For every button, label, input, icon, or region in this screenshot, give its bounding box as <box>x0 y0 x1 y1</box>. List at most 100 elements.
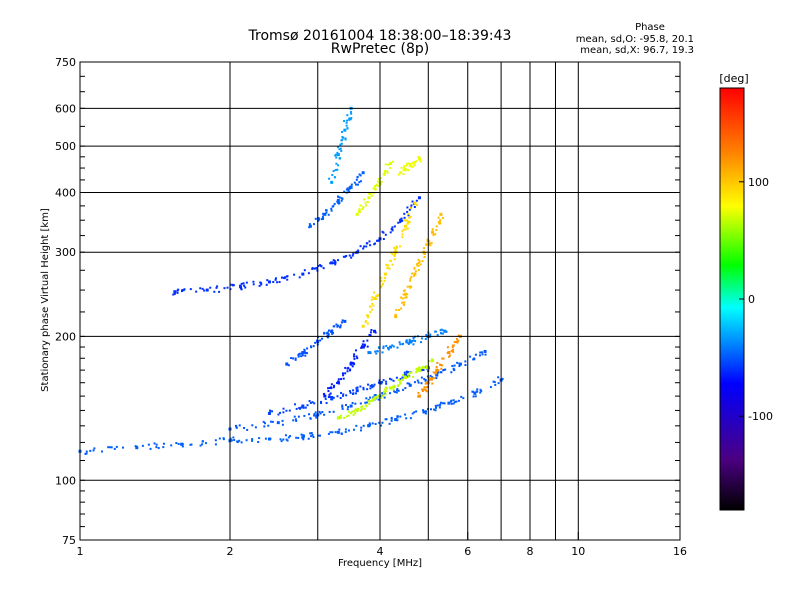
echo-point <box>367 383 370 386</box>
echo-point <box>375 295 378 298</box>
echo-point <box>501 377 504 380</box>
echo-point <box>403 167 406 170</box>
data-point <box>447 351 451 355</box>
echo-point <box>332 325 335 328</box>
echo-point <box>110 446 113 449</box>
echo-point <box>462 397 465 400</box>
data-point <box>389 386 393 390</box>
echo-point <box>183 288 186 291</box>
echo-point <box>383 170 386 173</box>
echo-point <box>323 332 326 335</box>
x-axis-label: Frequency [MHz] <box>338 558 422 569</box>
echo-point <box>396 389 399 392</box>
data-point <box>408 383 412 387</box>
echo-point <box>392 388 395 391</box>
data-point <box>373 329 377 333</box>
echo-point <box>357 210 360 213</box>
echo-point <box>373 397 376 400</box>
echo-point <box>401 376 404 379</box>
echo-point <box>251 438 254 441</box>
echo-point <box>474 353 477 356</box>
echo-point <box>418 260 421 263</box>
echo-point <box>342 374 345 377</box>
echo-point <box>274 277 277 280</box>
echo-point <box>327 334 330 337</box>
echo-point <box>341 136 344 139</box>
echo-point <box>431 382 434 385</box>
echo-point <box>377 346 380 349</box>
echo-point <box>357 407 360 410</box>
echo-point <box>406 382 409 385</box>
echo-point <box>379 183 382 186</box>
echo-point <box>395 391 398 394</box>
echo-point <box>298 407 301 410</box>
echo-point <box>245 439 248 442</box>
echo-point <box>347 406 350 409</box>
echo-point <box>195 290 198 293</box>
echo-point <box>238 424 241 427</box>
echo-point <box>300 355 303 358</box>
echo-point <box>489 386 492 389</box>
echo-point <box>391 229 394 232</box>
echo-point <box>175 441 178 444</box>
echo-point <box>423 255 426 258</box>
echo-point <box>329 395 332 398</box>
echo-point <box>353 428 356 431</box>
echo-point <box>362 247 365 250</box>
echo-point <box>222 438 225 441</box>
echo-point <box>395 308 398 311</box>
echo-point <box>309 417 312 420</box>
echo-point <box>317 217 320 220</box>
echo-point <box>245 281 248 284</box>
echo-point <box>384 233 387 236</box>
echo-point <box>367 424 370 427</box>
echo-point <box>366 201 369 204</box>
echo-point <box>263 422 266 425</box>
echo-point <box>349 110 352 113</box>
echo-point <box>303 434 306 437</box>
echo-point <box>394 253 397 256</box>
echo-point <box>368 240 371 243</box>
echo-point <box>214 443 217 446</box>
echo-point <box>435 365 438 368</box>
echo-point <box>334 168 337 171</box>
echo-point <box>333 176 336 179</box>
echo-point <box>155 446 158 449</box>
echo-point <box>421 337 424 340</box>
echo-point <box>384 388 387 391</box>
echo-point <box>251 439 254 442</box>
echo-point <box>406 227 409 230</box>
data-point <box>239 285 243 289</box>
echo-point <box>297 415 300 418</box>
echo-point <box>425 386 428 389</box>
echo-point <box>297 436 300 439</box>
echo-point <box>226 286 229 289</box>
echo-point <box>325 402 328 405</box>
echo-point <box>147 443 150 446</box>
echo-point <box>388 422 391 425</box>
echo-point <box>380 382 383 385</box>
echo-point <box>383 396 386 399</box>
echo-point <box>333 259 336 262</box>
echo-point <box>318 410 321 413</box>
phase-stats-o: mean, sd,O: -95.8, 20.1 <box>576 34 694 45</box>
echo-point <box>359 409 362 412</box>
echo-point <box>411 165 414 168</box>
echo-point <box>413 164 416 167</box>
echo-point <box>369 331 372 334</box>
echo-point <box>377 398 380 401</box>
echo-point <box>425 410 428 413</box>
echo-point <box>362 346 365 349</box>
echo-point <box>446 346 449 349</box>
echo-point <box>361 345 364 348</box>
echo-point <box>394 418 397 421</box>
echo-point <box>335 323 338 326</box>
echo-point <box>369 311 372 314</box>
echo-point <box>408 382 411 385</box>
x-tick-label: 16 <box>673 545 687 558</box>
echo-point <box>339 416 342 419</box>
echo-point <box>363 245 366 248</box>
echo-point <box>443 402 446 405</box>
echo-point <box>157 446 160 449</box>
